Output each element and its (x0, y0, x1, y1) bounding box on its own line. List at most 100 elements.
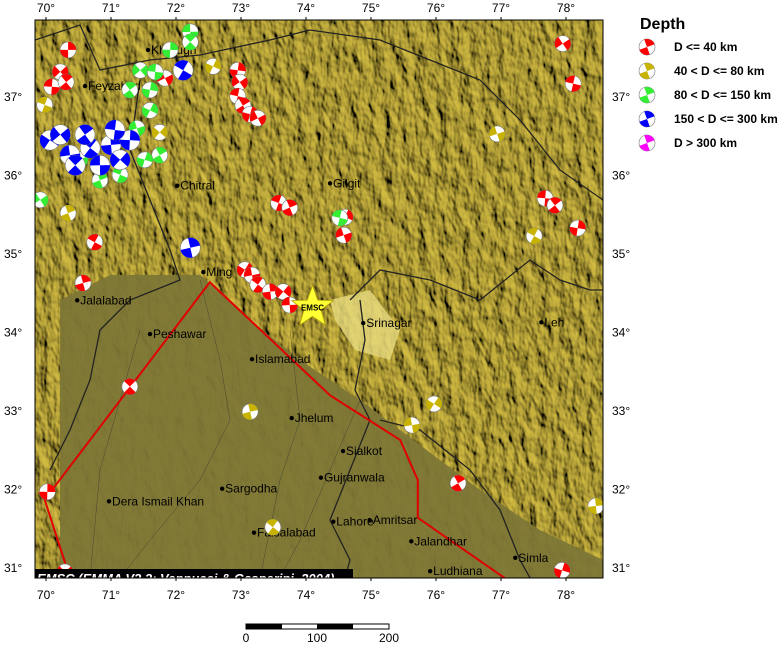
legend-ball-icon[interactable] (637, 133, 658, 154)
focal-mechanism-ball[interactable] (129, 59, 152, 82)
city-sargodha: Sargodha (219, 482, 278, 496)
focal-mechanism-ball[interactable] (240, 402, 259, 421)
focal-mechanism-ball[interactable] (135, 150, 155, 170)
focal-mechanism-ball[interactable] (587, 497, 605, 515)
focal-mechanism-ball[interactable] (119, 375, 142, 398)
focal-mechanism-ball[interactable] (229, 71, 251, 93)
city-dot (318, 475, 324, 480)
city-dot (289, 415, 294, 421)
city-dot (539, 320, 544, 325)
focal-mechanism-ball[interactable] (447, 472, 469, 494)
focal-mechanism-ball[interactable] (261, 283, 279, 301)
city-label: Jalandhar (414, 534, 467, 548)
legend-ball-icon[interactable] (637, 37, 658, 58)
focal-mechanism-ball[interactable] (423, 393, 445, 415)
lat-tick-label: 35° (612, 247, 630, 261)
focal-mechanism-ball[interactable] (487, 124, 507, 144)
focal-mechanism-ball[interactable] (334, 225, 354, 245)
city-dot (106, 499, 112, 504)
focal-mechanism-ball[interactable] (38, 483, 56, 501)
focal-mechanism-ball[interactable] (247, 107, 269, 129)
city-label: Sialkot (346, 444, 383, 458)
legend-ball-icon[interactable] (637, 85, 658, 106)
focal-mechanism-ball[interactable] (141, 81, 160, 100)
focal-mechanism-ball[interactable] (34, 95, 55, 116)
focal-mechanism-ball[interactable] (73, 273, 93, 293)
focal-mechanism-ball[interactable] (59, 41, 77, 59)
city-label: Gujranwala (324, 471, 385, 485)
focal-mechanism-ball[interactable] (169, 57, 196, 84)
city-gilgit: Gilgit (327, 176, 361, 190)
city-label: Ming (206, 265, 232, 279)
city-dera-ismail-khan: Dera Ismail Khan (106, 494, 204, 508)
city-simla: Simla (513, 551, 549, 565)
focal-mechanism-ball[interactable] (569, 219, 587, 237)
lon-tick-label: 74° (297, 1, 315, 15)
city-dot (361, 320, 366, 326)
focal-mechanism-ball[interactable] (202, 56, 223, 77)
city-faisalabad: Faisalabad (251, 526, 316, 540)
city-dot (367, 517, 372, 523)
credit-text: EMSC (EMMA V2.2; Vannucci & Gasperini, 2… (37, 571, 334, 586)
focal-mechanism-ball[interactable] (403, 416, 422, 435)
epicenter-star[interactable]: EMSC (290, 284, 335, 327)
legend-item: 80 < D <= 150 km (637, 85, 771, 106)
focal-mechanism-ball[interactable] (279, 197, 300, 218)
focal-mechanism-ball[interactable] (119, 79, 141, 101)
focal-mechanism-ball[interactable] (262, 516, 284, 538)
city-label: Sargodha (225, 482, 277, 496)
focal-mechanism-ball[interactable] (330, 208, 349, 227)
lat-tick-label: 34° (612, 326, 630, 340)
lat-tick-label: 31° (4, 561, 22, 575)
city-dot (175, 183, 180, 188)
focal-mechanism-ball[interactable] (178, 236, 202, 260)
legend-ball-icon[interactable] (637, 109, 658, 130)
focal-mechanism-ball[interactable] (552, 33, 574, 55)
legend-label: D > 300 km (674, 136, 737, 150)
focal-mechanism-ball[interactable] (139, 100, 160, 121)
city-jhelum: Jhelum (289, 411, 333, 425)
focal-mechanism-ball[interactable] (148, 121, 171, 144)
scale-label-0: 0 (243, 631, 250, 645)
city-dot (147, 331, 153, 337)
focal-mechanism-ball[interactable] (146, 63, 164, 81)
lon-tick-label: 70° (37, 1, 55, 15)
focal-mechanism-ball[interactable] (58, 203, 79, 224)
legend-item: 150 < D <= 300 km (637, 109, 778, 130)
focal-mechanism-ball[interactable] (104, 119, 126, 141)
focal-mechanism-ball[interactable] (523, 225, 545, 247)
lat-tick-label: 31° (612, 561, 630, 575)
scale-label-100: 100 (307, 631, 327, 645)
focal-mechanism-ball[interactable] (179, 31, 202, 54)
focal-mechanism-ball[interactable] (71, 121, 99, 149)
focal-mechanism-ball[interactable] (43, 78, 61, 96)
focal-mechanism-ball[interactable] (84, 231, 106, 253)
city-dot (145, 47, 151, 53)
focal-mechanism-ball[interactable] (106, 146, 134, 174)
focal-mechanism-ball[interactable] (119, 129, 141, 151)
city-dot (249, 356, 255, 362)
focal-mechanism-ball[interactable] (161, 41, 179, 59)
city-jalandhar: Jalandhar (409, 534, 467, 548)
lon-tick-label: 78° (557, 588, 575, 602)
focal-mechanism-ball[interactable] (552, 560, 572, 580)
focal-mechanism-ball[interactable] (544, 194, 566, 216)
focal-mechanism-ball[interactable] (46, 121, 74, 149)
scale-bar: 0 100 200 (243, 623, 399, 645)
city-dot (340, 448, 346, 454)
focal-mechanism-ball[interactable] (564, 74, 583, 93)
lat-tick-label: 33° (612, 404, 630, 418)
focal-mechanism-ball[interactable] (29, 189, 51, 211)
focal-mechanism-ball[interactable] (55, 71, 78, 94)
city-label: Simla (518, 551, 548, 565)
legend-ball-icon[interactable] (637, 61, 658, 82)
city-dot (82, 83, 88, 89)
city-sialkot: Sialkot (340, 444, 383, 458)
focal-mechanism-ball[interactable] (89, 154, 111, 176)
city-dot (331, 519, 336, 524)
city-islamabad: Islamabad (249, 352, 310, 366)
city-label: Amritsar (373, 513, 418, 527)
focal-mechanism-ball[interactable] (61, 151, 89, 179)
lon-tick-label: 70° (37, 588, 55, 602)
